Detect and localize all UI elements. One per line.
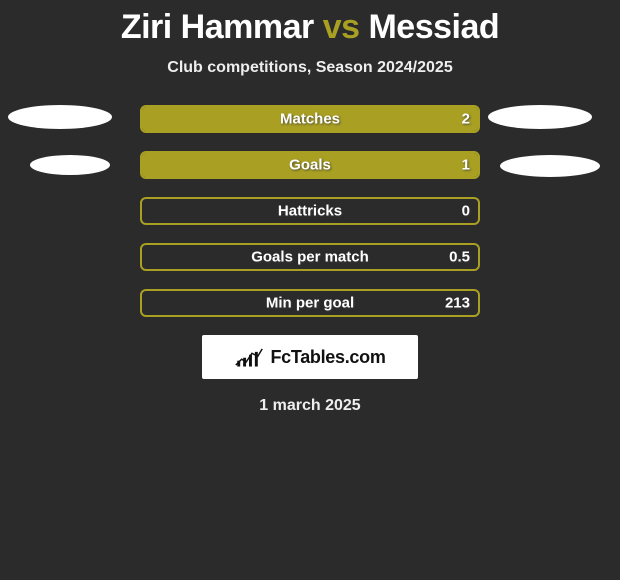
stat-label: Goals per match <box>251 249 369 266</box>
stat-row: Min per goal 213 <box>140 289 480 317</box>
stat-value: 213 <box>445 295 470 312</box>
stat-rows: Matches 2 Goals 1 Hattricks 0 Goals per match 0… <box>140 105 480 317</box>
chart-icon <box>234 346 264 368</box>
subtitle: Club competitions, Season 2024/2025 <box>0 59 620 77</box>
stat-label: Matches <box>280 111 340 128</box>
stat-row: Goals per match 0.5 <box>140 243 480 271</box>
vs-text: vs <box>323 8 360 46</box>
stat-value: 1 <box>462 157 470 174</box>
stats-chart: Matches 2 Goals 1 Hattricks 0 Goals per match 0… <box>0 105 620 317</box>
decorative-ellipse <box>30 155 110 175</box>
stat-label: Min per goal <box>266 295 354 312</box>
stat-label: Hattricks <box>278 203 342 220</box>
player2-name: Messiad <box>368 8 499 46</box>
stat-row: Goals 1 <box>140 151 480 179</box>
stat-row: Hattricks 0 <box>140 197 480 225</box>
decorative-ellipse <box>8 105 112 129</box>
stat-value: 0.5 <box>449 249 470 266</box>
stat-row: Matches 2 <box>140 105 480 133</box>
logo-badge: FcTables.com <box>202 335 418 379</box>
stat-value: 2 <box>462 111 470 128</box>
stat-label: Goals <box>289 157 331 174</box>
logo-text: FcTables.com <box>270 347 385 368</box>
comparison-title: Ziri Hammar vs Messiad <box>0 0 620 47</box>
date-label: 1 march 2025 <box>0 397 620 415</box>
decorative-ellipse <box>500 155 600 177</box>
stat-value: 0 <box>462 203 470 220</box>
player1-name: Ziri Hammar <box>121 8 314 46</box>
decorative-ellipse <box>488 105 592 129</box>
